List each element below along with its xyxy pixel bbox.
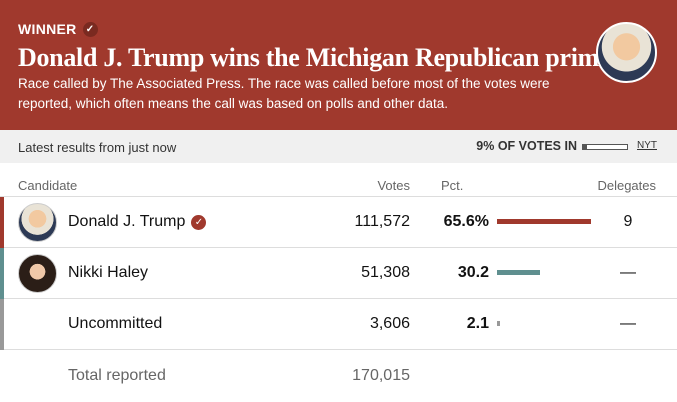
table-row: Nikki Haley 51,308 30.2 — bbox=[0, 248, 677, 299]
headline: Donald J. Trump wins the Michigan Republ… bbox=[18, 43, 641, 72]
table-row: Uncommitted 3,606 2.1 — bbox=[0, 299, 677, 350]
total-row: Total reported 170,015 bbox=[0, 350, 677, 402]
candidate-pct: 2.1 bbox=[466, 315, 489, 332]
candidate-name-text: Uncommitted bbox=[68, 315, 163, 332]
candidate-votes: 111,572 bbox=[354, 213, 410, 230]
total-votes: 170,015 bbox=[352, 367, 410, 384]
table-row: Donald J. Trump ✓ 111,572 65.6% 9 bbox=[0, 197, 677, 248]
votes-in-label: 9% OF VOTES IN bbox=[476, 139, 577, 153]
votes-in-progress-fill bbox=[583, 145, 587, 149]
candidate-delegates: — bbox=[620, 264, 636, 281]
candidate-name-text: Donald J. Trump bbox=[68, 213, 186, 230]
total-label: Total reported bbox=[68, 367, 166, 384]
party-stripe bbox=[0, 299, 4, 350]
race-call-note: Race called by The Associated Press. The… bbox=[18, 76, 550, 111]
candidate-photo bbox=[18, 254, 57, 293]
col-pct: Pct. bbox=[441, 178, 464, 193]
source-link[interactable]: NYT bbox=[637, 140, 657, 151]
candidate-name: Nikki Haley bbox=[68, 264, 148, 282]
pct-bar bbox=[497, 270, 541, 275]
winner-photo bbox=[596, 22, 657, 83]
candidate-name: Uncommitted bbox=[68, 315, 162, 333]
status-bar: Latest results from just now 9% OF VOTES… bbox=[0, 130, 677, 163]
votes-in-progress bbox=[582, 144, 628, 150]
candidate-votes: 3,606 bbox=[369, 315, 410, 332]
latest-results: Latest results from just now bbox=[18, 140, 177, 155]
pct-bar bbox=[497, 219, 591, 224]
candidate-pct: 65.6% bbox=[443, 213, 489, 230]
winner-check-icon: ✓ bbox=[191, 214, 207, 230]
candidate-votes: 51,308 bbox=[361, 264, 410, 281]
winner-label: WINNER ✓ bbox=[18, 21, 98, 37]
party-stripe bbox=[0, 197, 4, 248]
col-candidate: Candidate bbox=[18, 178, 78, 193]
party-stripe bbox=[0, 248, 4, 299]
table-header: Candidate Votes Pct. Delegates bbox=[0, 163, 677, 197]
winner-text: WINNER bbox=[18, 21, 77, 37]
candidate-photo bbox=[18, 203, 57, 242]
pct-bar bbox=[497, 321, 500, 326]
candidate-delegates: — bbox=[620, 315, 636, 332]
candidate-pct: 30.2 bbox=[457, 264, 489, 281]
candidate-name: Donald J. Trump ✓ bbox=[68, 213, 207, 231]
candidate-delegates: 9 bbox=[623, 213, 633, 230]
winner-banner: WINNER ✓ Donald J. Trump wins the Michiga… bbox=[0, 0, 677, 130]
candidate-name-text: Nikki Haley bbox=[68, 264, 149, 281]
check-icon: ✓ bbox=[82, 21, 98, 37]
col-delegates: Delegates bbox=[597, 178, 656, 193]
col-votes: Votes bbox=[377, 178, 410, 193]
